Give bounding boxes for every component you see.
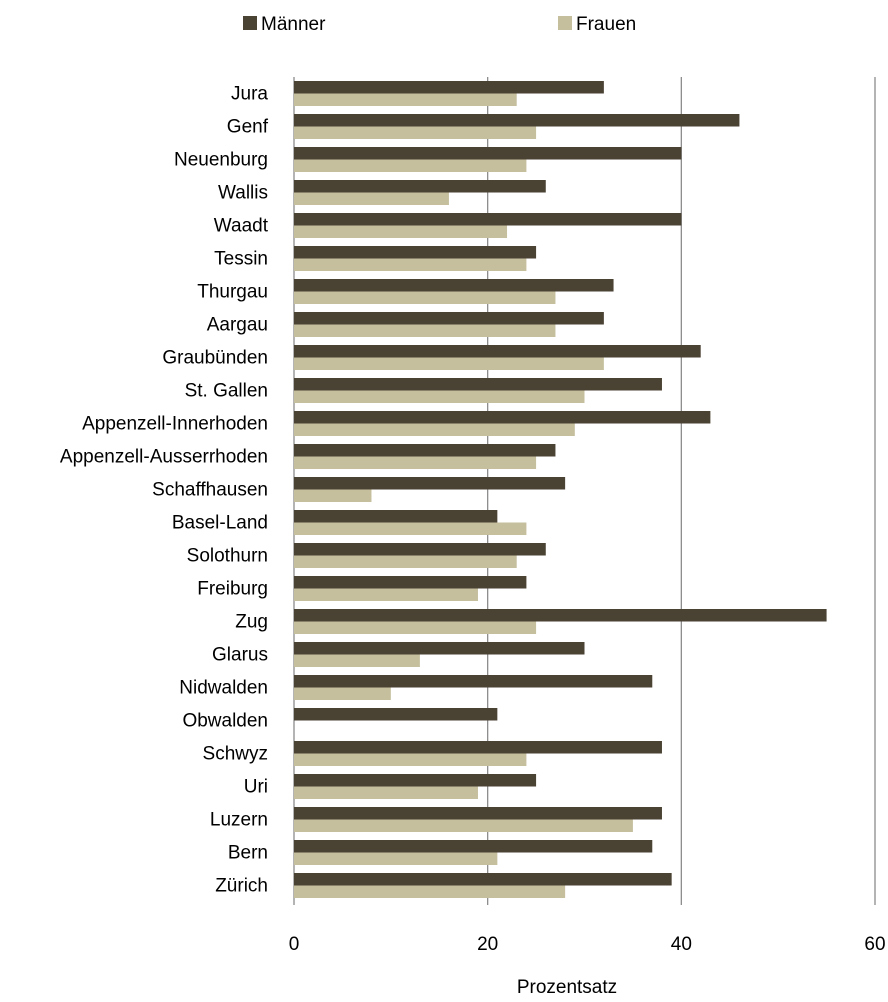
bar-maenner bbox=[294, 378, 662, 391]
category-label: Obwalden bbox=[182, 711, 268, 732]
bar-maenner bbox=[294, 741, 662, 754]
category-label: Appenzell-Ausserrhoden bbox=[60, 447, 268, 468]
bar-maenner bbox=[294, 609, 827, 622]
x-tick-label: 20 bbox=[477, 934, 498, 955]
bar-maenner bbox=[294, 444, 556, 457]
bar-maenner bbox=[294, 246, 537, 259]
bar-frauen bbox=[294, 324, 556, 337]
category-label: Neuenburg bbox=[174, 150, 268, 171]
bar-maenner bbox=[294, 873, 672, 886]
bar-maenner bbox=[294, 114, 740, 127]
category-label: Aargau bbox=[207, 315, 268, 336]
bar-maenner bbox=[294, 180, 546, 193]
x-tick-label: 40 bbox=[671, 934, 692, 955]
category-label: Basel-Land bbox=[172, 513, 268, 534]
bar-frauen bbox=[294, 456, 537, 469]
bar-maenner bbox=[294, 213, 682, 226]
category-label: Luzern bbox=[210, 810, 268, 831]
bar-maenner bbox=[294, 345, 701, 358]
category-label: Solothurn bbox=[187, 546, 268, 567]
bar-frauen bbox=[294, 291, 556, 304]
category-label: Freiburg bbox=[197, 579, 268, 600]
bar-maenner bbox=[294, 543, 546, 556]
bar-maenner bbox=[294, 411, 711, 424]
bar-maenner bbox=[294, 708, 498, 721]
category-label: Genf bbox=[227, 117, 269, 138]
bar-maenner bbox=[294, 477, 566, 490]
category-label: Jura bbox=[231, 84, 268, 105]
legend-label: Männer bbox=[261, 14, 326, 35]
bar-maenner bbox=[294, 774, 537, 787]
bar-frauen bbox=[294, 819, 633, 832]
category-label: Glarus bbox=[212, 645, 268, 666]
bar-frauen bbox=[294, 423, 575, 436]
legend-swatch bbox=[243, 16, 257, 30]
category-label: Nidwalden bbox=[179, 678, 268, 699]
bar-frauen bbox=[294, 885, 566, 898]
bar-frauen bbox=[294, 588, 478, 601]
bar-frauen bbox=[294, 93, 517, 106]
x-tick-label: 0 bbox=[289, 934, 300, 955]
bar-frauen bbox=[294, 852, 498, 865]
bar-maenner bbox=[294, 675, 653, 688]
bar-frauen bbox=[294, 357, 604, 370]
category-label: Schaffhausen bbox=[152, 480, 268, 501]
bar-frauen bbox=[294, 654, 420, 667]
category-label: Bern bbox=[228, 843, 268, 864]
bar-frauen bbox=[294, 687, 391, 700]
category-label: Appenzell-Innerhoden bbox=[82, 414, 268, 435]
bar-frauen bbox=[294, 225, 508, 238]
bar-maenner bbox=[294, 840, 653, 853]
category-label: Thurgau bbox=[197, 282, 268, 303]
x-tick-label: 60 bbox=[864, 934, 885, 955]
bar-maenner bbox=[294, 147, 682, 160]
category-label: Waadt bbox=[214, 216, 269, 237]
bar-maenner bbox=[294, 807, 662, 820]
bar-frauen bbox=[294, 522, 527, 535]
category-label: Uri bbox=[244, 777, 268, 798]
bar-frauen bbox=[294, 786, 478, 799]
bar-frauen bbox=[294, 159, 527, 172]
bar-frauen bbox=[294, 390, 585, 403]
category-label: Wallis bbox=[218, 183, 268, 204]
bar-frauen bbox=[294, 126, 537, 139]
bar-frauen bbox=[294, 489, 372, 502]
x-tick-labels: 0 20 40 60 bbox=[289, 934, 886, 955]
bar-maenner bbox=[294, 642, 585, 655]
bar-maenner bbox=[294, 81, 604, 94]
bar-frauen bbox=[294, 258, 527, 271]
category-label: Zug bbox=[235, 612, 268, 633]
bar-maenner bbox=[294, 576, 527, 589]
bars bbox=[294, 81, 827, 898]
category-label: Graubünden bbox=[162, 348, 268, 369]
bar-frauen bbox=[294, 753, 527, 766]
category-labels: Jura Genf Neuenburg Wallis Waadt Tessin Thurga… bbox=[60, 84, 269, 897]
category-label: Tessin bbox=[214, 249, 268, 270]
legend-swatch bbox=[558, 16, 572, 30]
legend-label: Frauen bbox=[576, 14, 636, 35]
bar-frauen bbox=[294, 555, 517, 568]
bar-maenner bbox=[294, 279, 614, 292]
x-axis-label: Prozentsatz bbox=[517, 977, 617, 998]
bar-frauen bbox=[294, 621, 537, 634]
bar-maenner bbox=[294, 510, 498, 523]
category-label: Schwyz bbox=[203, 744, 268, 765]
bar-frauen bbox=[294, 192, 449, 205]
category-label: St. Gallen bbox=[185, 381, 268, 402]
bar-maenner bbox=[294, 312, 604, 325]
category-label: Zürich bbox=[215, 876, 268, 897]
legend: Männer Frauen bbox=[243, 14, 636, 35]
